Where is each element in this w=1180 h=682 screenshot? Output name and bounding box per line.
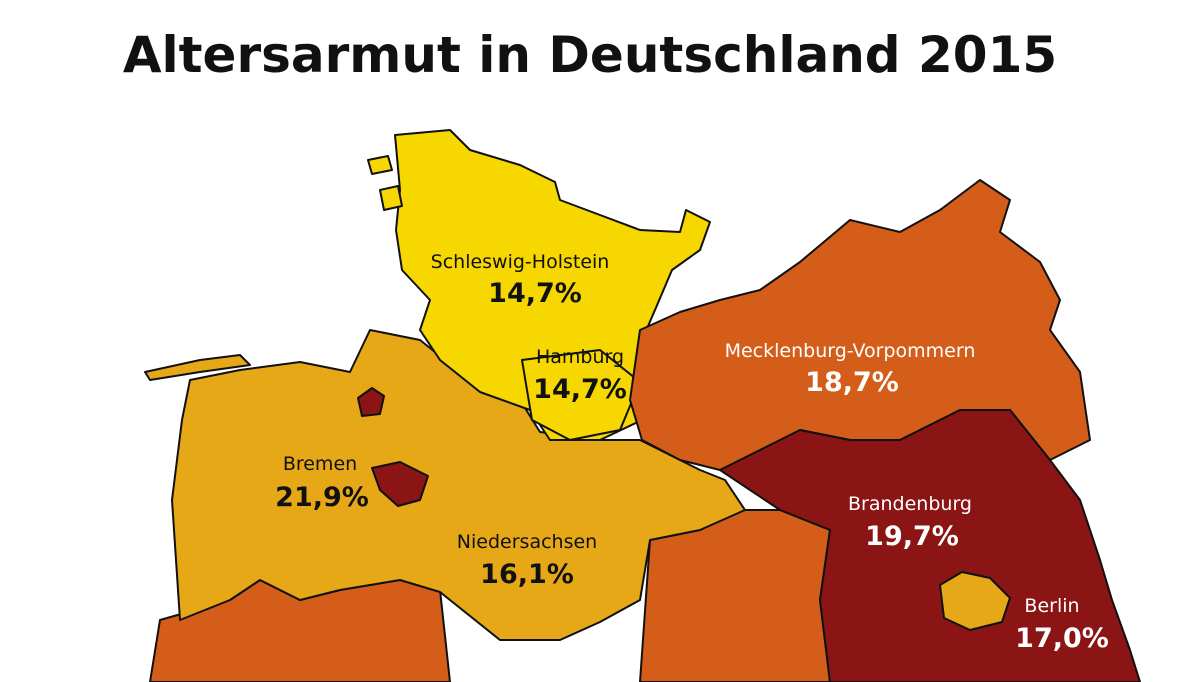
region-value: 14,7%: [533, 374, 627, 405]
region-name: Hamburg: [536, 346, 624, 368]
region-value: 19,7%: [865, 521, 959, 552]
region-name: Brandenburg: [848, 493, 972, 515]
region-value: 21,9%: [275, 482, 369, 513]
region-name: Schleswig-Holstein: [431, 251, 610, 273]
labels: Schleswig-Holstein 14,7% Hamburg 14,7% Meckl…: [275, 251, 1109, 654]
region-bremen: [357, 387, 385, 417]
region-name: Mecklenburg-Vorpommern: [725, 340, 976, 362]
region-niedersachsen: [171, 329, 746, 641]
region-name: Berlin: [1024, 595, 1079, 617]
region-bremen: [371, 461, 429, 507]
region-schleswig-holstein: [394, 129, 711, 441]
island: [367, 155, 393, 175]
map: [144, 129, 1141, 682]
region-name: Bremen: [283, 453, 357, 475]
title: Altersarmut in Deutschland 2015: [123, 26, 1057, 84]
region-berlin: [939, 571, 1011, 631]
region-brandenburg: [719, 409, 1141, 682]
region-value: 16,1%: [480, 559, 574, 590]
island: [379, 185, 403, 211]
region-value: 18,7%: [805, 367, 899, 398]
region-name: Niedersachsen: [457, 531, 597, 553]
region-value: 14,7%: [488, 278, 582, 309]
region-value: 17,0%: [1015, 623, 1109, 654]
region-hamburg: [521, 349, 641, 441]
island: [144, 354, 251, 381]
